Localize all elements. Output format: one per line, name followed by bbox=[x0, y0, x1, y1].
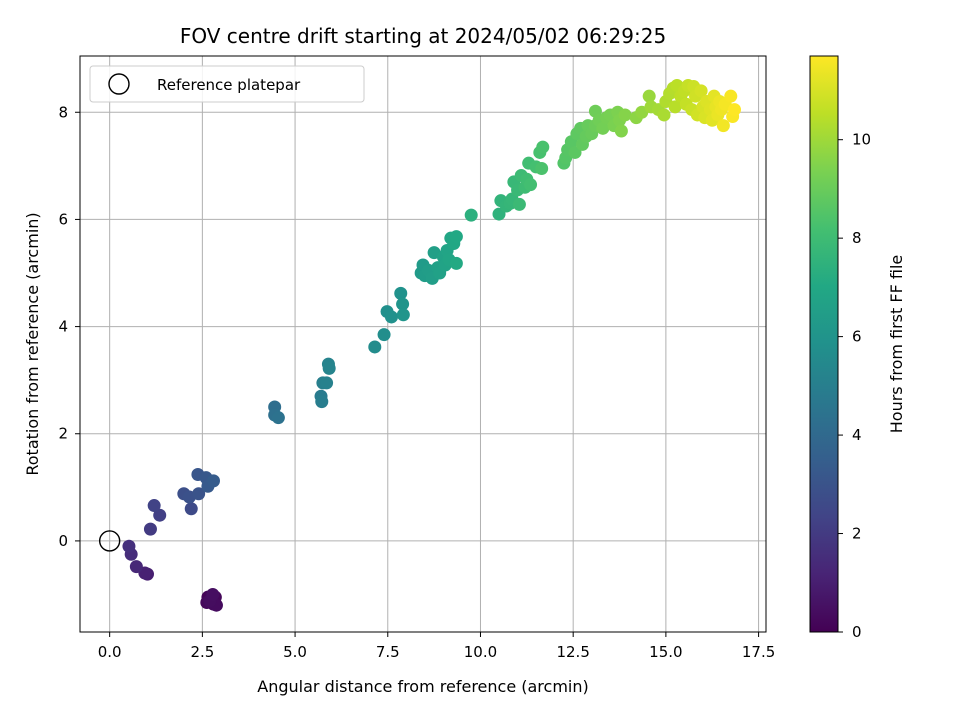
colorbar-tick-label: 2 bbox=[852, 525, 862, 543]
colorbar-tick-label: 0 bbox=[852, 623, 862, 641]
data-point bbox=[464, 208, 478, 222]
data-point bbox=[449, 230, 463, 244]
data-point bbox=[642, 89, 656, 103]
legend-label-reference: Reference platepar bbox=[157, 76, 301, 94]
data-point bbox=[694, 84, 708, 98]
data-point bbox=[147, 499, 161, 513]
data-point bbox=[535, 162, 549, 176]
data-point bbox=[716, 119, 730, 133]
x-tick-label: 10.0 bbox=[464, 643, 497, 661]
colorbar-tick-label: 10 bbox=[852, 131, 871, 149]
scatter-points bbox=[122, 78, 741, 612]
data-point bbox=[320, 376, 334, 390]
y-tick-label: 4 bbox=[58, 318, 68, 336]
reference-point-marker bbox=[98, 530, 121, 552]
data-point bbox=[618, 108, 632, 122]
data-point bbox=[184, 502, 198, 516]
data-point bbox=[524, 178, 538, 192]
x-tick-label: 5.0 bbox=[283, 643, 307, 661]
y-tick-label: 6 bbox=[58, 210, 68, 228]
data-point bbox=[322, 361, 336, 375]
legend-marker-reference bbox=[108, 73, 130, 95]
grid-lines bbox=[80, 56, 766, 632]
data-point bbox=[129, 560, 143, 574]
y-axis-ticks: 0 2 4 6 8 bbox=[58, 103, 80, 550]
x-axis-label: Angular distance from reference (arcmin) bbox=[257, 677, 588, 696]
data-point bbox=[614, 124, 628, 138]
x-tick-label: 7.5 bbox=[376, 643, 400, 661]
colorbar-ticks: 0 2 4 6 8 10 bbox=[838, 131, 871, 641]
data-point bbox=[394, 286, 408, 300]
data-point bbox=[396, 308, 410, 322]
data-point bbox=[536, 140, 550, 154]
data-point bbox=[396, 297, 410, 311]
chart-title: FOV centre drift starting at 2024/05/02 … bbox=[180, 24, 666, 48]
x-axis-ticks: 0.0 2.5 5.0 7.5 10.0 12.5 15.0 17.5 bbox=[98, 632, 775, 661]
x-tick-label: 12.5 bbox=[556, 643, 589, 661]
data-point bbox=[384, 310, 398, 324]
legend-box bbox=[89, 65, 365, 103]
x-tick-label: 17.5 bbox=[742, 643, 775, 661]
x-tick-label: 0.0 bbox=[98, 643, 122, 661]
data-point bbox=[724, 89, 738, 103]
data-point bbox=[668, 100, 682, 114]
colorbar-tick-label: 6 bbox=[852, 328, 862, 346]
data-point bbox=[153, 508, 167, 522]
data-point bbox=[449, 256, 463, 270]
x-tick-label: 2.5 bbox=[190, 643, 214, 661]
data-point bbox=[206, 587, 220, 601]
y-tick-label: 2 bbox=[58, 425, 68, 443]
data-point bbox=[315, 395, 329, 409]
data-point bbox=[192, 487, 206, 501]
legend: Reference platepar bbox=[89, 65, 365, 103]
y-tick-label: 0 bbox=[58, 532, 68, 550]
data-point bbox=[206, 474, 220, 488]
data-point bbox=[122, 539, 136, 553]
data-point bbox=[512, 197, 526, 211]
colorbar bbox=[809, 55, 839, 633]
y-axis-label: Rotation from reference (arcmin) bbox=[23, 212, 42, 475]
data-point bbox=[727, 103, 741, 117]
colorbar-label: Hours from first FF file bbox=[887, 255, 906, 434]
data-point bbox=[377, 328, 391, 342]
colorbar-tick-label: 4 bbox=[852, 426, 862, 444]
data-point bbox=[271, 411, 285, 425]
data-point bbox=[368, 340, 382, 354]
plot-frame bbox=[79, 55, 767, 633]
data-point bbox=[657, 108, 671, 122]
y-tick-label: 8 bbox=[58, 103, 68, 121]
data-point bbox=[143, 522, 157, 536]
x-tick-label: 15.0 bbox=[649, 643, 682, 661]
data-point bbox=[596, 121, 610, 135]
colorbar-tick-label: 8 bbox=[852, 229, 862, 247]
